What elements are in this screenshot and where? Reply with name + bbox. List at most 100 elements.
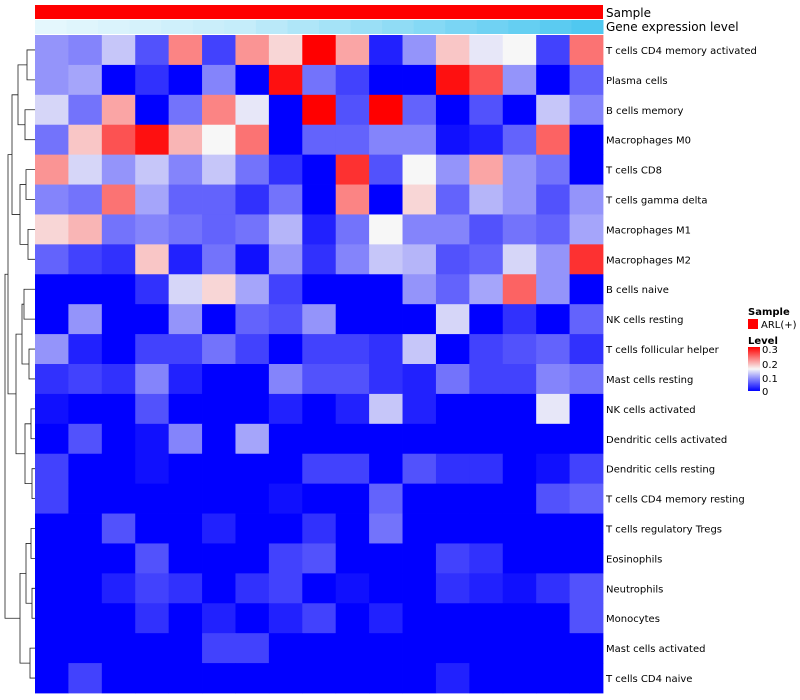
legend-level-title: Level <box>748 336 778 347</box>
heatmap-cell <box>35 603 69 634</box>
heatmap-cell <box>68 663 103 694</box>
heatmap-cell <box>235 334 270 365</box>
heatmap-cell <box>168 35 203 66</box>
heatmap-cell <box>202 214 236 245</box>
heatmap-cell <box>135 64 170 96</box>
heatmap-cell <box>536 184 570 215</box>
heatmap-cell <box>435 364 470 395</box>
heatmap-cell <box>569 364 604 395</box>
heatmap-cell <box>369 423 403 455</box>
heatmap-cell <box>268 244 303 275</box>
heatmap-cell <box>469 244 504 275</box>
heatmap-cell <box>536 244 570 275</box>
heatmap-cell <box>502 184 537 215</box>
heatmap-cell <box>402 453 437 485</box>
heatmap-cell <box>469 364 504 395</box>
heatmap-cell <box>435 334 470 365</box>
heatmap-cell <box>68 393 103 425</box>
heatmap-cell <box>302 124 337 156</box>
heatmap-cell <box>435 124 470 156</box>
heatmap-cell <box>402 663 437 694</box>
heatmap-cell <box>335 94 370 126</box>
heatmap-cell <box>335 513 370 544</box>
heatmap-cell <box>302 35 337 66</box>
heatmap-cell <box>469 304 504 335</box>
heatmap-cell <box>268 573 303 604</box>
heatmap-cell <box>168 214 203 245</box>
heatmap-cell <box>68 154 103 185</box>
heatmap-cell <box>335 423 370 455</box>
heatmap-cell <box>268 304 303 335</box>
heatmap-cell <box>135 334 170 365</box>
heatmap-cell <box>101 603 136 634</box>
heatmap-cell <box>536 154 570 185</box>
heatmap-cell <box>402 483 437 514</box>
heatmap-cell <box>135 304 170 335</box>
row-label: B cells naive <box>606 285 669 296</box>
heatmap-cell <box>235 304 270 335</box>
heatmap-cell <box>202 663 236 694</box>
dendrogram-branch <box>17 64 27 126</box>
heatmap-cell <box>168 543 203 574</box>
expression-bar-cell <box>192 20 225 34</box>
heatmap-cell <box>68 214 103 245</box>
heatmap-cell <box>435 184 470 215</box>
heatmap-cell <box>101 304 136 335</box>
heatmap-cell <box>168 603 203 634</box>
heatmap-cell <box>35 483 69 514</box>
heatmap-cell <box>469 35 504 66</box>
heatmap-cell <box>435 214 470 245</box>
dendrogram-branch <box>21 303 29 365</box>
heatmap-cell <box>35 663 69 694</box>
heatmap-cell <box>469 663 504 694</box>
heatmap-cell <box>135 633 170 664</box>
heatmap-cell <box>202 603 236 634</box>
heatmap-cell <box>268 663 303 694</box>
legend: Sample ARL(+) Level 0.3 0.2 0.1 0 <box>748 307 797 398</box>
heatmap-cells <box>35 35 604 694</box>
heatmap-cell <box>35 64 69 96</box>
heatmap-cell <box>302 633 337 664</box>
heatmap-cell <box>536 423 570 455</box>
heatmap-cell <box>268 633 303 664</box>
heatmap-cell <box>536 453 570 485</box>
heatmap-cell <box>335 633 370 664</box>
heatmap-cell <box>202 244 236 275</box>
heatmap-cell <box>435 453 470 485</box>
expression-bar-cell <box>539 20 572 34</box>
heatmap-cell <box>369 154 403 185</box>
heatmap-cell <box>335 124 370 156</box>
heatmap-cell <box>68 184 103 215</box>
row-label: T cells follicular helper <box>605 345 720 356</box>
heatmap-cell <box>101 214 136 245</box>
heatmap-cell <box>302 603 337 634</box>
row-label: Mast cells activated <box>606 644 705 655</box>
heatmap-cell <box>135 663 170 694</box>
heatmap-cell <box>68 453 103 485</box>
heatmap-cell <box>502 244 537 275</box>
heatmap-cell <box>502 393 537 425</box>
heatmap-cell <box>235 483 270 514</box>
heatmap-cell <box>168 513 203 544</box>
heatmap-cell <box>302 663 337 694</box>
heatmap-cell <box>68 483 103 514</box>
heatmap-cell <box>202 573 236 604</box>
heatmap-cell <box>202 453 236 485</box>
heatmap-cell <box>101 274 136 305</box>
heatmap-cell <box>302 184 337 215</box>
heatmap-cell <box>369 94 403 126</box>
heatmap-cell <box>235 543 270 574</box>
heatmap-cell <box>435 603 470 634</box>
legend-sample-swatch <box>748 319 758 329</box>
heatmap-cell <box>68 603 103 634</box>
heatmap-cell <box>369 274 403 305</box>
heatmap-cell <box>35 364 69 395</box>
heatmap-cell <box>135 35 170 66</box>
heatmap-cell <box>435 274 470 305</box>
heatmap-cell <box>502 423 537 455</box>
heatmap-cell <box>268 603 303 634</box>
heatmap-cell <box>502 274 537 305</box>
heatmap-cell <box>469 184 504 215</box>
dendrogram-branch <box>15 333 25 455</box>
heatmap-cell <box>536 35 570 66</box>
